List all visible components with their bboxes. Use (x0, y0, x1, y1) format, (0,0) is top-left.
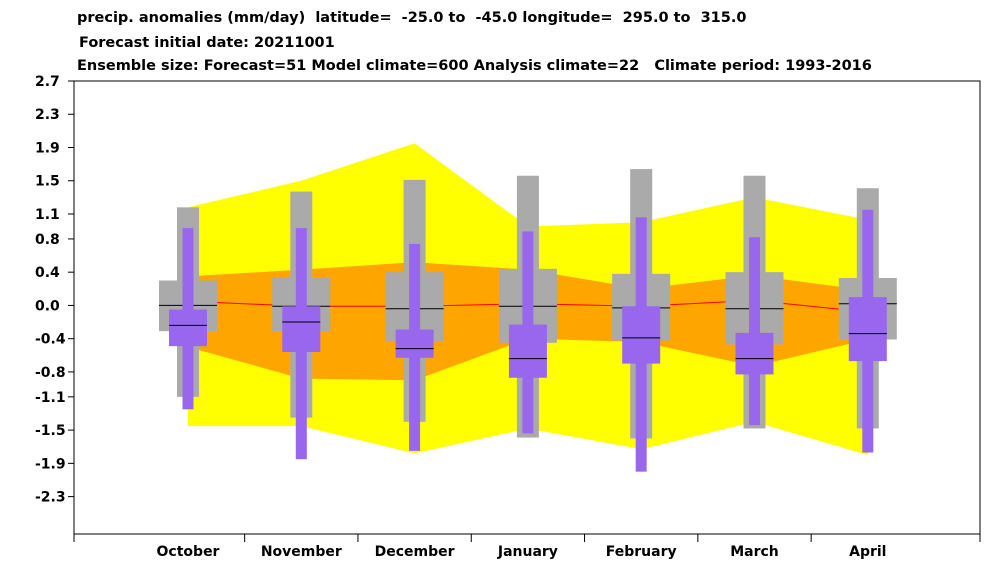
y-tick-label: 0.0 (35, 298, 60, 314)
forecast-box-october (169, 309, 207, 347)
x-tick-label-january: January (497, 544, 558, 560)
chart-title-line-1: precip. anomalies (mm/day) latitude= -25… (77, 10, 747, 26)
forecast-whisker-march (749, 237, 760, 426)
y-tick-label: -0.8 (35, 365, 66, 381)
x-tick-label-december: December (375, 544, 455, 560)
y-tick-label: -0.4 (35, 332, 66, 348)
y-tick-label: 1.1 (35, 207, 60, 223)
chart-title-line-3: Ensemble size: Forecast=51 Model climate… (77, 58, 872, 74)
x-tick-label-february: February (606, 544, 677, 560)
y-tick-label: -1.5 (35, 423, 66, 439)
forecast-box-december (395, 329, 434, 358)
y-tick-label: 2.3 (35, 107, 60, 123)
y-tick-label: 0.4 (35, 265, 60, 281)
forecast-box-february (622, 306, 661, 364)
x-tick-label-march: March (730, 544, 779, 560)
y-tick-label: 2.7 (35, 74, 60, 90)
y-tick-label: -2.3 (35, 490, 66, 506)
x-tick-label-april: April (849, 544, 886, 560)
forecast-box-january (508, 324, 547, 378)
y-tick-label: -1.1 (35, 390, 66, 406)
y-tick-label: 1.9 (35, 140, 60, 156)
x-tick-label-november: November (261, 544, 342, 560)
forecast-box-march (735, 332, 774, 375)
plot-frame (73, 80, 981, 535)
x-tick-label-october: October (157, 544, 220, 560)
y-tick-label: 1.5 (35, 174, 60, 190)
y-tick-label: -1.9 (35, 456, 66, 472)
y-tick-label: 0.8 (35, 232, 60, 248)
forecast-box-april (848, 297, 887, 362)
chart-title-line-2: Forecast initial date: 20211001 (79, 35, 335, 51)
forecast-box-november (282, 306, 321, 352)
